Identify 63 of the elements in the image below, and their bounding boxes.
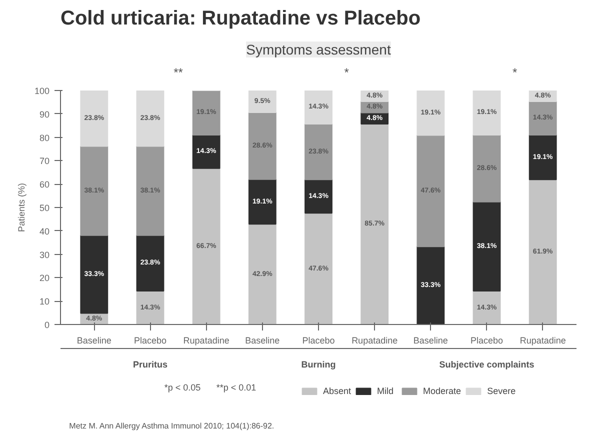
y-tick-label: 70 — [39, 156, 50, 166]
bar — [248, 178, 276, 225]
bar — [416, 134, 445, 248]
y-tick-label: 0 — [44, 320, 50, 330]
y-tick-label: 40 — [39, 226, 50, 236]
text: **p < 0.01 — [216, 382, 256, 392]
x-tick-label: Rupatadine — [352, 336, 398, 346]
bar — [248, 90, 276, 113]
bar — [472, 201, 501, 292]
bar — [528, 179, 557, 324]
y-tick-label: 80 — [39, 132, 50, 143]
text: Pruritus — [132, 360, 168, 370]
legend-label: Moderate — [423, 386, 462, 396]
bar — [192, 134, 220, 169]
text: * — [344, 66, 350, 80]
text: Metz M. Ann Allergy Asthma Immunol 2010; 104(1):86-92. — [69, 422, 274, 430]
bar — [360, 123, 389, 324]
y-tick-label: 100 — [34, 86, 50, 96]
x-tick-label: Baseline — [413, 336, 448, 346]
bar — [416, 246, 445, 324]
y-tick-label: 50 — [39, 203, 50, 213]
bar — [472, 134, 501, 202]
x-tick-label: Placebo — [470, 336, 504, 346]
bar — [136, 90, 164, 147]
bar — [80, 146, 108, 236]
x-tick-label: Placebo — [134, 336, 167, 346]
text: Burning — [301, 360, 336, 370]
y-tick-label: 60 — [39, 180, 50, 190]
legend-label: Mild — [377, 386, 395, 396]
bar — [304, 123, 332, 180]
y-tick-label: 20 — [39, 273, 50, 284]
text: * — [512, 66, 518, 80]
x-tick-label: Placebo — [302, 336, 335, 346]
x-tick-label: Baseline — [245, 336, 280, 346]
x-tick-label: Rupatadine — [520, 336, 566, 346]
y-tick-label: 30 — [39, 250, 50, 260]
y-tick-label: 90 — [39, 109, 50, 120]
bar — [248, 112, 276, 180]
bar — [472, 90, 501, 136]
text: Subjective complaints — [439, 360, 534, 370]
x-tick-label: Rupatadine — [183, 336, 230, 346]
bar — [304, 90, 332, 124]
bar — [192, 168, 220, 324]
y-axis-title: Patients (%) — [16, 182, 26, 232]
bar — [528, 134, 557, 180]
bar — [192, 90, 220, 136]
legend-label: Severe — [487, 386, 516, 396]
text: ** — [174, 66, 184, 80]
bar — [80, 90, 108, 147]
chart-title: Cold urticaria: Rupatadine vs Placebo — [60, 8, 421, 30]
bar — [80, 234, 108, 314]
bar — [304, 179, 332, 214]
bar — [248, 224, 276, 324]
bar — [136, 146, 164, 236]
bar — [136, 234, 164, 292]
legend-label: Absent — [323, 386, 352, 396]
chart-subtitle: Symptoms assessment — [246, 42, 391, 58]
x-tick-label: Baseline — [76, 336, 112, 346]
y-tick-label: 10 — [39, 296, 50, 307]
text: *p < 0.05 — [164, 382, 201, 392]
bar — [304, 212, 332, 324]
bar — [416, 90, 445, 136]
bar — [528, 101, 557, 136]
